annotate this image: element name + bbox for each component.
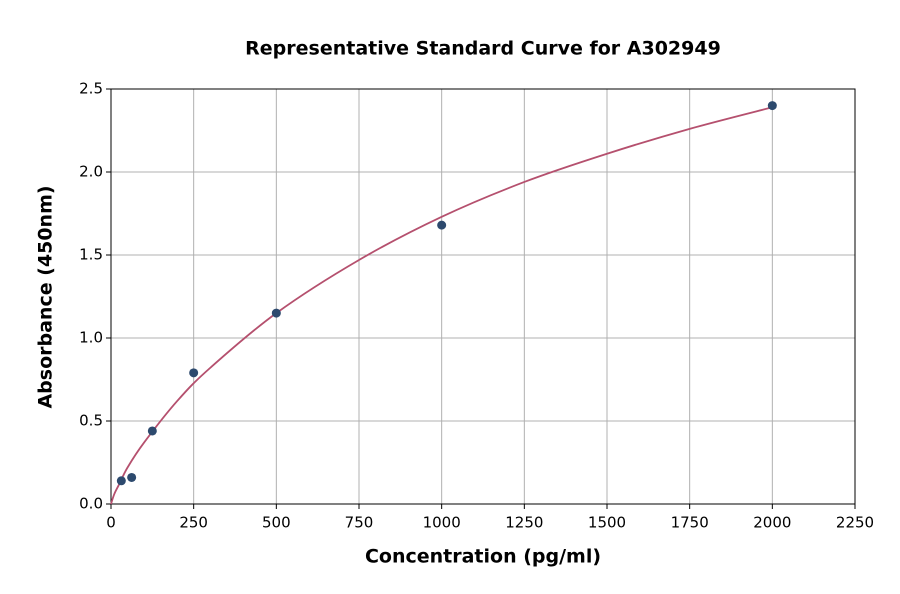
data-point [271, 308, 281, 318]
y-tick-label: 0.0 [79, 495, 103, 513]
data-point [116, 476, 126, 486]
x-tick-label: 1000 [423, 514, 461, 532]
x-tick-label: 2000 [753, 514, 791, 532]
x-tick-label: 0 [106, 514, 116, 532]
y-axis-label: Absorbance (450nm) [35, 185, 57, 408]
x-tick-label: 1250 [505, 514, 543, 532]
x-tick-label: 750 [345, 514, 374, 532]
data-point [127, 472, 137, 482]
x-tick-label: 500 [262, 514, 291, 532]
chart-title: Representative Standard Curve for A30294… [245, 38, 721, 60]
y-tick-label: 2.0 [79, 163, 103, 181]
data-point [767, 101, 777, 111]
x-axis-label: Concentration (pg/ml) [365, 546, 601, 568]
x-tick-label: 1500 [588, 514, 626, 532]
x-tick-label: 1750 [671, 514, 709, 532]
y-tick-label: 0.5 [79, 412, 103, 430]
y-tick-label: 2.5 [79, 80, 103, 98]
data-point [147, 426, 157, 436]
data-point [437, 220, 447, 230]
x-tick-label: 250 [179, 514, 208, 532]
y-tick-label: 1.5 [79, 246, 103, 264]
x-tick-label: 2250 [836, 514, 874, 532]
y-tick-label: 1.0 [79, 329, 103, 347]
plot-frame [110, 88, 856, 505]
data-point [189, 368, 199, 378]
